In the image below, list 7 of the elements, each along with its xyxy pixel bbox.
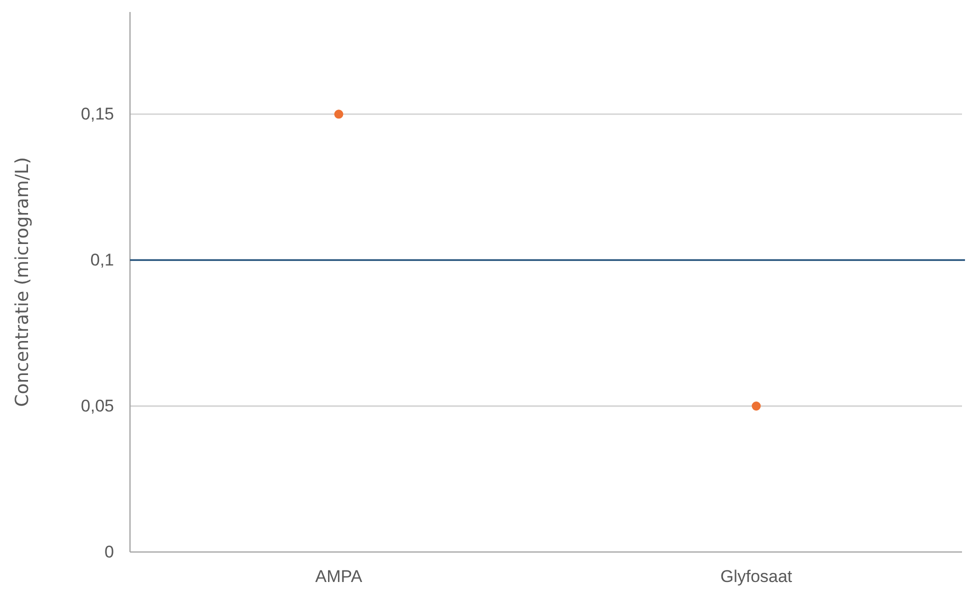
y-tick-label: 0,05 (80, 396, 114, 416)
x-tick-label: AMPA (315, 567, 363, 586)
x-tick-label: Glyfosaat (720, 567, 792, 586)
y-tick-label: 0 (104, 542, 114, 562)
y-tick-label: 0,15 (80, 104, 114, 124)
y-axis-title: Concentratie (microgram/L) (12, 157, 33, 407)
y-tick-label: 0,1 (90, 250, 114, 270)
